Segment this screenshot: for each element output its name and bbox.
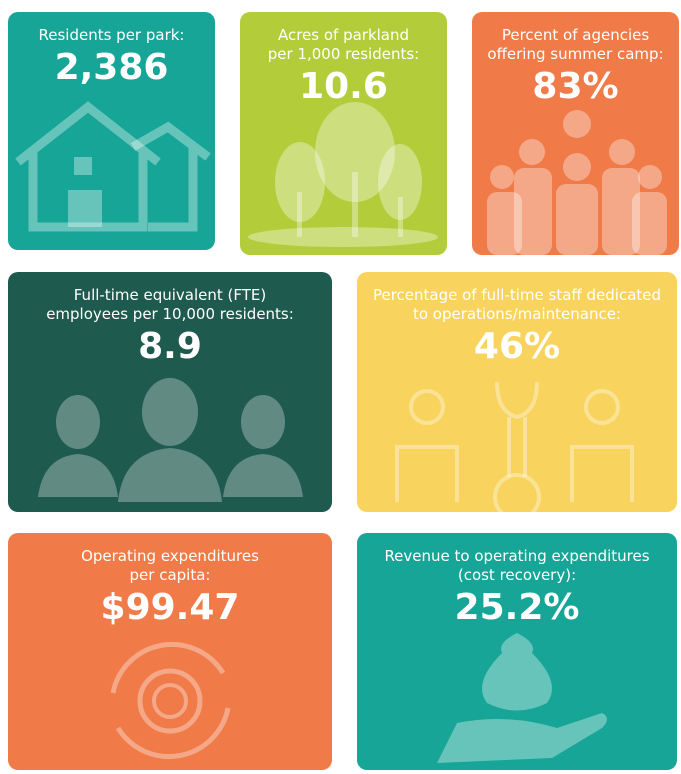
label: Percent of agencies: [501, 26, 650, 44]
label: Full-time equivalent (FTE): [73, 286, 267, 304]
label: per 1,000 residents:: [267, 45, 420, 63]
employees-icon: [38, 378, 303, 502]
people-icon: [487, 110, 667, 255]
tile-text: Residents per park: 2,386: [8, 26, 215, 89]
value: $99.47: [100, 587, 240, 628]
money-hand-icon: [437, 633, 607, 763]
gear-icon: [110, 641, 231, 760]
label: offering summer camp:: [487, 45, 664, 63]
tile: Percentage of full-time staff dedicated …: [357, 272, 677, 512]
label: to operations/maintenance:: [412, 305, 622, 323]
tile-text: Revenue to operating expenditures (cost …: [357, 547, 677, 629]
label: Operating expenditures: [81, 547, 259, 565]
tile-text: Percent of agencies offering summer camp…: [472, 26, 679, 108]
tile-text: Acres of parkland per 1,000 residents: 1…: [240, 26, 447, 108]
tile: Full-time equivalent (FTE) employees per…: [8, 272, 332, 512]
value: 46%: [473, 326, 561, 367]
tile: Residents per park: 2,386: [8, 12, 215, 250]
value: 2,386: [54, 47, 169, 88]
value: 10.6: [299, 66, 388, 107]
value: 83%: [532, 66, 619, 107]
tile-text: Full-time equivalent (FTE) employees per…: [8, 286, 332, 368]
tile-text: Operating expenditures per capita: $99.4…: [8, 547, 332, 629]
maintenance-icon: [395, 381, 634, 512]
tile: Operating expenditures per capita: $99.4…: [8, 533, 332, 770]
label: Percentage of full-time staff dedicated: [372, 286, 662, 304]
trees-icon: [248, 102, 438, 247]
label: employees per 10,000 residents:: [46, 305, 294, 323]
tile-text: Percentage of full-time staff dedicated …: [357, 286, 677, 368]
tile: Revenue to operating expenditures (cost …: [357, 533, 677, 770]
label: per capita:: [129, 566, 211, 584]
label: Acres of parkland: [277, 26, 410, 44]
tile: Acres of parkland per 1,000 residents: 1…: [240, 12, 447, 255]
label: Residents per park:: [38, 26, 185, 44]
tile: Percent of agencies offering summer camp…: [472, 12, 679, 255]
value: 8.9: [138, 326, 202, 367]
house-icon: [15, 101, 211, 232]
value: 25.2%: [454, 587, 580, 628]
label: (cost recovery):: [457, 566, 577, 584]
label: Revenue to operating expenditures: [384, 547, 650, 565]
